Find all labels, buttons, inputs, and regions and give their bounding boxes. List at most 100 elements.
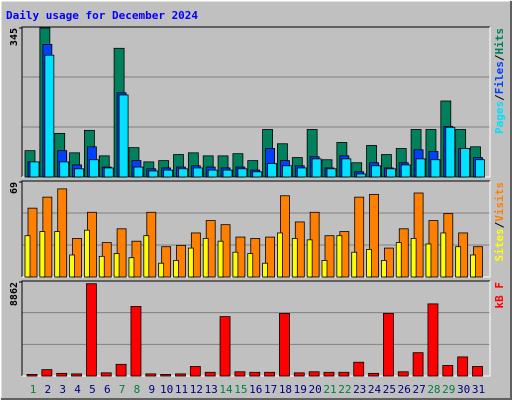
x-tick-label: 2	[45, 383, 52, 396]
bar	[410, 238, 417, 278]
x-tick-label: 7	[119, 383, 126, 396]
bar	[89, 159, 99, 178]
x-tick-label: 29	[442, 383, 455, 396]
x-tick-label: 3	[59, 383, 66, 396]
bar	[148, 170, 159, 178]
bar	[237, 168, 248, 178]
bar	[296, 167, 307, 178]
x-tick-label: 17	[264, 383, 277, 396]
bar	[247, 253, 254, 278]
bar	[293, 372, 305, 377]
x-tick-label: 19	[294, 383, 307, 396]
bar	[265, 236, 276, 278]
bar	[178, 168, 188, 178]
bar	[321, 260, 328, 278]
bar	[158, 262, 165, 278]
bar	[412, 352, 424, 377]
bar	[234, 371, 246, 377]
bar	[217, 240, 224, 278]
x-tick-label: 10	[160, 383, 173, 396]
bar	[103, 167, 114, 178]
bar	[279, 313, 290, 377]
bar	[351, 251, 358, 278]
plot-frame-dark	[21, 280, 490, 376]
bar	[128, 257, 135, 278]
bar	[130, 306, 142, 377]
x-tick-label: 8	[134, 383, 141, 396]
x-tick-label: 18	[279, 383, 292, 396]
bar	[277, 232, 283, 278]
x-tick-label: 25	[383, 383, 396, 396]
bar	[192, 167, 203, 178]
bar	[84, 229, 90, 278]
bar	[356, 173, 367, 178]
bar	[207, 169, 218, 178]
bar	[249, 371, 261, 377]
plot-frame-dark	[21, 180, 490, 277]
bar	[371, 165, 381, 178]
bar	[202, 238, 209, 278]
legend-entry: Hits	[493, 28, 506, 55]
bar	[98, 255, 105, 278]
bar	[323, 371, 335, 377]
legend-entry: Files	[493, 61, 506, 94]
bar	[326, 168, 337, 178]
bar	[59, 161, 70, 178]
bar	[425, 243, 432, 278]
plot-area	[22, 281, 490, 376]
bar	[113, 253, 120, 278]
bar	[24, 235, 31, 278]
bar	[415, 158, 426, 178]
bar	[430, 159, 441, 178]
bar	[282, 165, 292, 178]
bar	[262, 262, 269, 278]
bar	[71, 373, 82, 377]
bar	[445, 126, 456, 178]
bar	[427, 303, 439, 377]
bar	[385, 168, 396, 178]
bar	[161, 246, 172, 278]
bar	[470, 254, 476, 278]
bar	[366, 249, 372, 278]
x-tick-label: 22	[338, 383, 351, 396]
bar	[175, 373, 186, 377]
x-tick-label: 21	[323, 383, 336, 396]
bar	[380, 260, 387, 278]
x-tick-label: 30	[457, 383, 470, 396]
y-tick-label: 8862	[9, 282, 20, 306]
bar	[187, 247, 194, 278]
bar	[118, 94, 129, 178]
bar	[219, 316, 231, 377]
bar	[369, 193, 379, 278]
bar	[189, 366, 201, 377]
bar	[74, 168, 84, 178]
legend: kB F	[493, 282, 506, 309]
bar	[145, 373, 157, 377]
x-tick-label: 20	[309, 383, 322, 396]
legend-separator: /	[493, 54, 506, 61]
x-tick-label: 1	[30, 383, 37, 396]
bar	[267, 163, 278, 178]
bar	[252, 171, 263, 178]
legend-separator: /	[493, 221, 506, 228]
legend-entry: Pages	[493, 101, 506, 134]
bar	[44, 54, 55, 178]
legend-entry: kB F	[493, 282, 506, 309]
bar	[29, 161, 40, 178]
x-tick-label: 24	[368, 383, 382, 396]
bar	[291, 238, 298, 278]
x-tick-label: 4	[74, 383, 81, 396]
bar	[222, 169, 233, 178]
bar	[336, 235, 343, 278]
x-tick-label: 6	[104, 383, 111, 396]
plot-frame-dark	[21, 26, 490, 177]
bar	[306, 239, 313, 278]
bar	[472, 366, 483, 377]
bar	[413, 192, 424, 278]
x-tick-label: 16	[249, 383, 262, 396]
bar	[56, 372, 68, 377]
